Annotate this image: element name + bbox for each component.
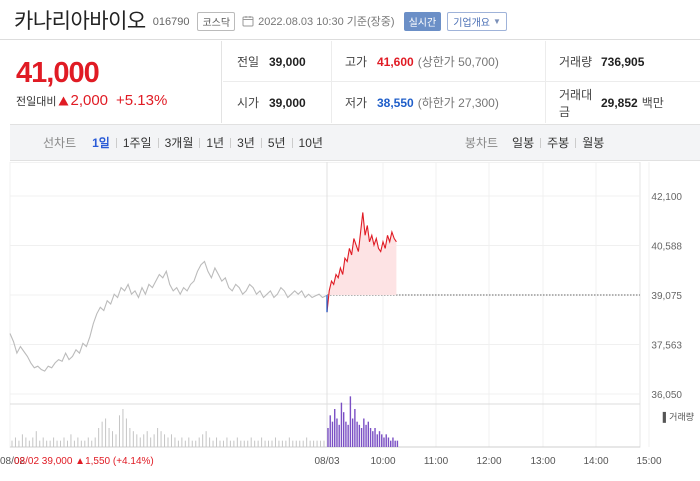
x-tick-label: 10:00 xyxy=(370,456,395,467)
change-label: 전일대비 xyxy=(16,95,57,108)
open-label: 시가 xyxy=(237,96,260,110)
tab-5y[interactable]: 5년 xyxy=(267,136,286,150)
chart-tab-bar: 선차트 1일 1주일 3개월 1년 3년 5년 10년 봉차트 일봉 주봉 월봉 xyxy=(10,124,700,161)
y-tick-label: 40,588 xyxy=(651,242,682,253)
prev-close-label: 전일 xyxy=(237,55,260,69)
tab-1w[interactable]: 1주일 xyxy=(122,136,152,150)
low-cell: 저가 38,550 (하한가 27,300) xyxy=(345,82,499,123)
tab-3m[interactable]: 3개월 xyxy=(164,136,194,150)
amount-cell: 거래대금 29,852 백만 xyxy=(559,82,664,123)
chevron-down-icon: ▼ xyxy=(493,16,501,26)
change-row: 전일대비 2,000 +5.13% xyxy=(16,92,221,109)
x-tick-label: 13:00 xyxy=(530,456,555,467)
stock-header: 카나리아바이오 016790 코스닥 2022.08.03 10:30 기준(장… xyxy=(0,0,700,40)
low-value: 38,550 xyxy=(377,95,414,110)
volume-value: 736,905 xyxy=(601,54,645,69)
x-tick-label: 11:00 xyxy=(424,456,449,467)
volume-cell: 거래량 736,905 xyxy=(559,41,644,82)
company-overview-button[interactable]: 기업개요 ▼ xyxy=(447,11,507,31)
open-value: 39,000 xyxy=(269,95,306,110)
x-tick-label: 14:00 xyxy=(583,456,608,467)
clock-icon xyxy=(242,16,254,27)
price-summary: 41,000 전일대비 2,000 +5.13% xyxy=(0,41,222,123)
upper-limit: (상한가 50,700) xyxy=(417,55,499,69)
low-label: 저가 xyxy=(345,96,368,110)
amount-value: 29,852 xyxy=(601,95,638,110)
day2-area-fill xyxy=(327,212,397,313)
volume-label: 거래량 xyxy=(559,55,593,69)
stock-name: 카나리아바이오 xyxy=(14,9,146,33)
realtime-button[interactable]: 실시간 xyxy=(403,11,442,31)
tab-weekly[interactable]: 주봉 xyxy=(547,136,570,150)
tab-3y[interactable]: 3년 xyxy=(237,136,255,150)
footer-quote: 08/02 39,000 ▲1,550 (+4.14%) xyxy=(14,456,154,467)
volume-legend: ▌거래량 xyxy=(663,411,694,423)
y-tick-label: 42,100 xyxy=(651,192,682,203)
amount-unit: 백만 xyxy=(641,96,664,110)
tab-monthly[interactable]: 월봉 xyxy=(582,136,605,150)
high-value: 41,600 xyxy=(377,54,414,69)
tab-1d[interactable]: 1일 xyxy=(92,136,110,150)
tab-daily[interactable]: 일봉 xyxy=(512,136,535,150)
up-triangle-icon xyxy=(58,96,69,105)
x-tick-label: 12:00 xyxy=(476,456,501,467)
company-overview-label: 기업개요 xyxy=(453,17,490,29)
y-tick-label: 37,563 xyxy=(651,341,682,352)
x-tick-label: 15:00 xyxy=(636,456,661,467)
candle-chart-title: 봉차트 xyxy=(464,136,499,150)
current-price: 41,000 xyxy=(16,57,100,89)
change-value: 2,000 xyxy=(70,92,109,109)
stock-code: 016790 xyxy=(152,15,190,28)
high-label: 고가 xyxy=(345,55,368,69)
tab-1y[interactable]: 1년 xyxy=(206,136,225,150)
change-percent: +5.13% xyxy=(116,92,168,109)
chart-svg: 42,100 40,588 39,075 37,563 36,050 08/02 08/03… xyxy=(0,161,694,467)
line-chart-title: 선차트 xyxy=(43,136,77,150)
high-cell: 고가 41,600 (상한가 50,700) xyxy=(345,41,499,82)
timestamp: 2022.08.03 10:30 기준(장중) xyxy=(258,16,395,28)
market-badge: 코스닥 xyxy=(197,11,236,31)
series-line-day2 xyxy=(326,212,397,313)
series-line-day1 xyxy=(9,260,327,372)
prev-close-value: 39,000 xyxy=(269,54,306,69)
tab-10y[interactable]: 10년 xyxy=(298,136,323,150)
prev-close-cell: 전일 39,000 xyxy=(237,41,306,82)
open-cell: 시가 39,000 xyxy=(237,82,306,123)
y-tick-label: 36,050 xyxy=(651,390,682,401)
amount-label: 거래대금 xyxy=(559,87,593,119)
y-tick-label: 39,075 xyxy=(651,291,682,302)
price-info-grid: 전일 39,000 고가 41,600 (상한가 50,700) 거래량 736… xyxy=(223,41,700,123)
lower-limit: (하한가 27,300) xyxy=(417,96,499,110)
price-chart[interactable]: 42,100 40,588 39,075 37,563 36,050 08/02 08/03… xyxy=(0,161,700,476)
x-tick-label: 08/02 xyxy=(0,456,25,467)
x-tick-label: 08/03 xyxy=(314,456,339,467)
